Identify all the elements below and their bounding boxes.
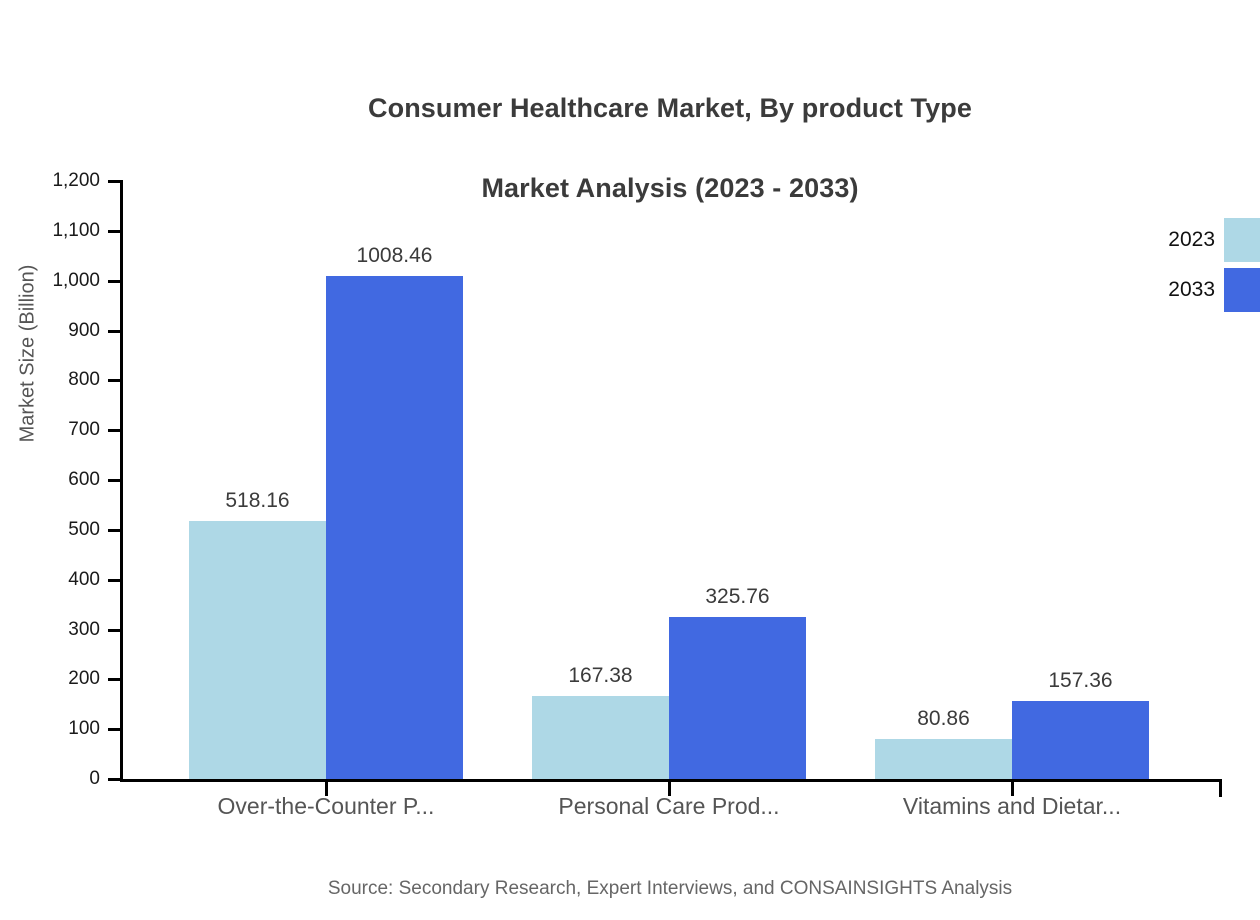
- bar-value-label: 157.36: [1048, 668, 1113, 692]
- y-axis-tick-mark: [108, 528, 121, 532]
- chart-legend: 2023 2033: [1135, 215, 1260, 315]
- y-axis-tick-mark: [108, 180, 121, 183]
- x-axis-end-cap: [1219, 779, 1222, 797]
- y-axis-tick-mark: [108, 429, 121, 433]
- y-axis-tick-mark: [108, 778, 121, 781]
- y-axis-tick-label: 1,200: [52, 170, 100, 191]
- chart-title-line-1: Consumer Healthcare Market, By product T…: [368, 93, 972, 123]
- y-axis-tick-label: 1,000: [52, 269, 100, 291]
- source-note: Source: Secondary Research, Expert Inter…: [327, 878, 1013, 899]
- y-axis-tick-mark: [108, 329, 121, 333]
- y-axis-tick-mark: [108, 728, 121, 732]
- bar-value-label: 1008.46: [356, 244, 433, 268]
- y-axis-tick-mark: [108, 578, 121, 582]
- y-axis-tick-label: 300: [68, 618, 100, 640]
- y-axis-tick-mark: [108, 379, 121, 383]
- y-axis-tick-label: 0: [89, 768, 100, 789]
- legend-color-swatch: [1224, 218, 1260, 262]
- legend-label: 2033: [1168, 278, 1215, 301]
- y-axis-tick-label: 700: [68, 419, 100, 441]
- legend-item-2033[interactable]: 2033: [1135, 265, 1260, 315]
- chart-title: Consumer Healthcare Market, By product T…: [0, 48, 1260, 248]
- x-axis-tick-mark: [1011, 782, 1014, 796]
- bar-2023-3[interactable]: [875, 738, 1012, 779]
- y-axis-tick-label: 600: [68, 469, 100, 490]
- y-axis-tick-mark: [108, 229, 121, 233]
- x-axis-tick-mark: [325, 782, 328, 796]
- y-axis-tick-label: 900: [68, 319, 100, 341]
- bar-2023-1[interactable]: [189, 520, 326, 779]
- y-axis-line: [120, 180, 123, 782]
- bar-2023-2[interactable]: [532, 695, 669, 779]
- bar-value-label: 325.76: [705, 584, 770, 608]
- y-axis-tick-mark: [108, 678, 121, 682]
- bar-2033-1[interactable]: [326, 276, 463, 779]
- y-axis-tick-mark: [108, 279, 121, 283]
- y-axis-tick-label: 800: [68, 369, 100, 391]
- chart-title-line-2: Market Analysis (2023 - 2033): [481, 173, 859, 203]
- x-axis-category-label: Over-the-Counter P...: [217, 793, 435, 819]
- x-axis-category-label: Vitamins and Dietar...: [902, 793, 1122, 819]
- bar-2033-3[interactable]: [1012, 700, 1149, 779]
- legend-color-swatch: [1224, 268, 1260, 312]
- bar-value-label: 80.86: [917, 706, 970, 730]
- y-axis-tick-label: 400: [68, 568, 100, 590]
- y-axis-tick-label: 100: [68, 718, 100, 740]
- x-axis-category-label: Personal Care Prod...: [558, 793, 780, 819]
- y-axis-tick-mark: [108, 628, 121, 632]
- y-axis-tick-label: 1,100: [52, 219, 100, 241]
- bar-2033-2[interactable]: [669, 616, 806, 779]
- x-axis-tick-mark: [668, 782, 671, 796]
- y-axis-tick-label: 200: [68, 668, 100, 690]
- y-axis-tick-label: 500: [68, 518, 100, 540]
- x-axis-line: [120, 779, 1222, 782]
- legend-item-2023[interactable]: 2023: [1135, 215, 1260, 265]
- legend-label: 2023: [1168, 228, 1215, 251]
- bar-value-label: 167.38: [568, 663, 633, 687]
- y-axis-tick-mark: [108, 479, 121, 482]
- bar-value-label: 518.16: [225, 488, 290, 512]
